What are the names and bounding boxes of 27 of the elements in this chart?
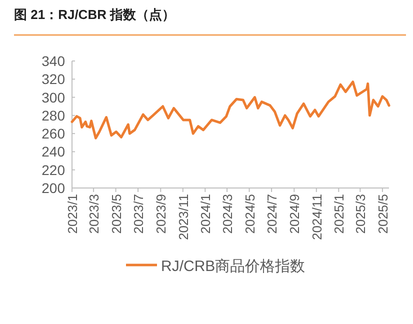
x-tick-label: 2024/1 [198, 194, 214, 234]
legend: RJ/CRB商品价格指数 [126, 258, 306, 275]
x-tick-label: 2023/5 [108, 194, 124, 234]
y-tick-label: 220 [42, 162, 66, 178]
plot: 200 220 240 260 280 300 320 340 2023/1 2023/3 2023/5 2023/7 2023/9 2023/11 2024/1 2024/3 2024/5 2024/7 2024/9 2024/11 2025/1 2025/3 2025/5 [42, 53, 390, 240]
x-tick-label: 2024/3 [220, 194, 236, 234]
y-tick-label: 320 [42, 71, 66, 88]
x-tick-label: 2025/5 [375, 194, 390, 234]
x-tick-label: 2023/9 [154, 194, 169, 234]
y-tick-label: 340 [42, 53, 66, 69]
x-tick-label: 2025/3 [353, 194, 368, 234]
x-tick-label: 2023/1 [65, 194, 80, 234]
x-tick-label: 2024/5 [242, 194, 258, 234]
x-tick-label: 2023/3 [86, 194, 102, 234]
legend-label: RJ/CRB商品价格指数 [161, 258, 306, 275]
x-tick-label: 2025/1 [332, 194, 347, 234]
x-tick-label: 2024/11 [309, 194, 324, 240]
x-tick-label: 2024/7 [264, 194, 280, 234]
y-tick-label: 260 [42, 126, 66, 142]
y-tick-label: 300 [42, 89, 66, 106]
x-tick-label: 2023/7 [131, 194, 146, 234]
title: 图 21：RJ/CBR 指数（点） [14, 7, 176, 22]
y-tick-label: 240 [42, 144, 66, 160]
x-tick-label: 2023/11 [176, 194, 191, 240]
y-tick-label: 280 [42, 107, 66, 124]
y-tick-label: 200 [42, 180, 66, 196]
x-tick-label: 2024/9 [287, 194, 302, 234]
